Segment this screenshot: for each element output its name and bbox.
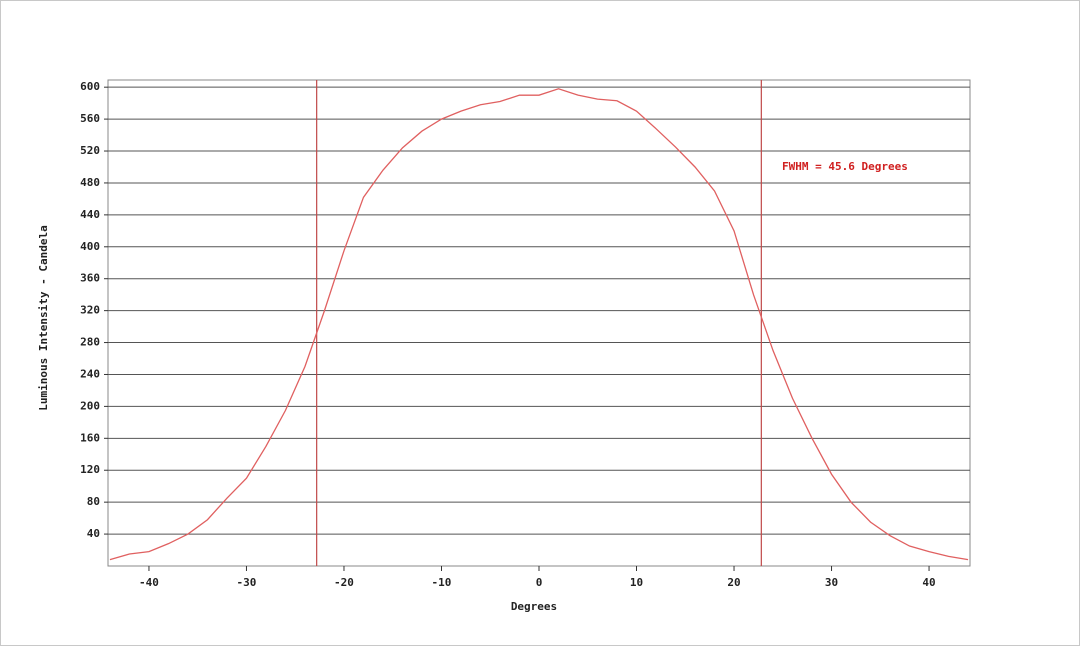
y-tick-label: 440 (80, 208, 100, 221)
y-tick-label: 320 (80, 304, 100, 317)
y-tick-label: 80 (87, 495, 100, 508)
y-tick-label: 400 (80, 240, 100, 253)
x-tick-label: 10 (630, 576, 643, 589)
data-line (109, 88, 969, 561)
x-tick-label: -30 (237, 576, 257, 589)
y-tick-label: 160 (80, 431, 100, 444)
y-tick-label: 600 (80, 80, 100, 93)
y-tick-label: 560 (80, 112, 100, 125)
x-tick-label: -10 (432, 576, 452, 589)
x-tick-label: -40 (139, 576, 159, 589)
y-tick-label: 360 (80, 272, 100, 285)
x-tick-label: 0 (536, 576, 543, 589)
x-tick-label: 20 (727, 576, 740, 589)
x-tick-label: 30 (825, 576, 838, 589)
y-tick-label: 200 (80, 399, 100, 412)
y-tick-label: 480 (80, 176, 100, 189)
x-tick-label: 40 (922, 576, 935, 589)
y-tick-label: 520 (80, 144, 100, 157)
y-tick-label: 120 (80, 463, 100, 476)
y-tick-label: 40 (87, 527, 100, 540)
annotation: FWHM = 45.6 Degrees (782, 160, 908, 173)
x-tick-label: -20 (334, 576, 354, 589)
plot-area (107, 79, 971, 567)
y-tick-label: 240 (80, 367, 100, 380)
x-axis-label: Degrees (511, 600, 557, 613)
y-axis-label: Luminous Intensity - Candela (37, 225, 50, 410)
y-tick-label: 280 (80, 336, 100, 349)
